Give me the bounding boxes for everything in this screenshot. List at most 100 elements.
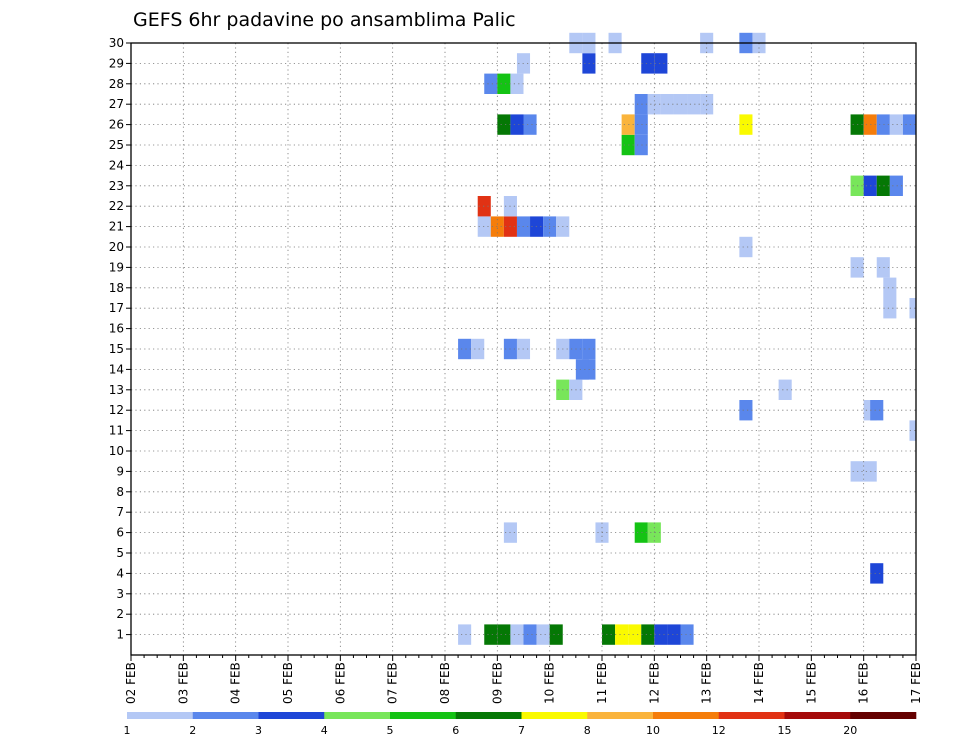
precip-cell	[883, 277, 897, 298]
precip-cell	[889, 114, 903, 135]
y-tick-label: 19	[109, 260, 124, 274]
precip-cell	[883, 298, 897, 319]
x-tick-label: 02 FEB	[124, 662, 138, 704]
x-tick-label: 10 FEB	[543, 662, 557, 704]
x-tick-label: 09 FEB	[490, 662, 504, 704]
x-axis: 02 FEB 03 FEB 04 FEB 05 FEB 06 FEB 07 FEB 08 F…	[124, 655, 923, 704]
precip-cell	[647, 522, 661, 543]
y-tick-label: 6	[116, 526, 124, 540]
y-tick-label: 25	[109, 138, 124, 152]
precip-cell	[641, 53, 655, 74]
precip-cell	[889, 175, 903, 196]
colorbar-segment	[324, 712, 391, 719]
precip-cell	[621, 114, 635, 135]
precip-cell	[667, 624, 681, 645]
y-tick-label: 20	[109, 240, 124, 254]
x-tick-label: 11 FEB	[595, 662, 609, 704]
x-tick-label: 12 FEB	[647, 662, 661, 704]
precip-cell	[673, 94, 688, 115]
precip-cell	[680, 624, 694, 645]
colorbar-segment	[850, 712, 917, 719]
x-tick-label: 17 FEB	[909, 662, 923, 704]
y-tick-label: 24	[109, 158, 124, 172]
y-tick-label: 2	[116, 607, 124, 621]
precip-cell	[477, 216, 491, 237]
precip-cell	[510, 73, 524, 94]
precip-cell	[778, 379, 792, 400]
colorbar-segment	[587, 712, 654, 719]
y-tick-label: 8	[116, 485, 124, 499]
colorbar-segment	[521, 712, 588, 719]
y-tick-label: 30	[109, 36, 124, 50]
precip-cell	[510, 624, 524, 645]
precip-cell	[739, 400, 753, 421]
precip-cell	[739, 114, 753, 135]
precip-cell	[660, 94, 674, 115]
precip-cell	[700, 94, 714, 115]
y-tick-label: 26	[109, 118, 124, 132]
y-tick-label: 15	[109, 342, 124, 356]
precip-cell	[902, 114, 916, 135]
precip-cell	[654, 624, 668, 645]
precip-cell	[739, 236, 753, 258]
y-tick-label: 10	[109, 444, 124, 458]
y-tick-label: 4	[116, 566, 124, 580]
y-tick-label: 18	[109, 281, 124, 295]
precip-cell	[510, 114, 524, 135]
precip-cell	[484, 73, 498, 94]
chart-title: GEFS 6hr padavine po ansamblima Palic	[133, 9, 516, 31]
precip-cell	[602, 624, 616, 645]
y-tick-label: 22	[109, 199, 124, 213]
y-tick-label: 29	[109, 56, 124, 70]
y-tick-label: 13	[109, 383, 124, 397]
precip-cell	[497, 624, 511, 645]
y-tick-label: 1	[116, 628, 124, 642]
colorbar-label: 5	[387, 724, 394, 737]
precip-cell	[458, 338, 472, 360]
colorbar-label: 3	[255, 724, 262, 737]
precip-cell	[497, 73, 511, 94]
colorbar-label: 1	[124, 724, 131, 737]
colorbar-label: 2	[189, 724, 196, 737]
precip-cell	[615, 624, 629, 645]
precip-cell	[621, 134, 635, 156]
precip-cell	[687, 94, 701, 115]
precip-cell	[641, 624, 655, 645]
colorbar-segment	[127, 712, 194, 719]
x-tick-label: 13 FEB	[700, 662, 714, 704]
colorbar-label: 12	[712, 724, 726, 737]
y-tick-label: 9	[116, 464, 124, 478]
y-tick-label: 21	[109, 220, 124, 234]
x-tick-label: 05 FEB	[281, 662, 295, 704]
colorbar-segment	[718, 712, 785, 719]
y-tick-label: 16	[109, 322, 124, 336]
precip-cell	[497, 114, 511, 135]
precip-cell	[909, 298, 916, 319]
colorbar-segment	[258, 712, 325, 719]
precip-cell	[870, 400, 884, 421]
precip-cell	[523, 624, 537, 645]
colorbar: 1 2 3 4 5 6 7 8 10 12 15 20	[124, 712, 917, 737]
precip-cell	[484, 624, 498, 645]
colorbar-label: 7	[518, 724, 525, 737]
precip-cell	[523, 114, 537, 135]
colorbar-segment	[390, 712, 457, 719]
y-tick-label: 23	[109, 179, 124, 193]
precip-cell	[549, 624, 563, 645]
y-tick-label: 12	[109, 403, 124, 417]
x-tick-label: 06 FEB	[333, 662, 347, 704]
precip-cell	[634, 114, 648, 135]
precip-cell	[458, 624, 472, 645]
precip-cell	[870, 563, 884, 584]
precip-cell	[471, 338, 485, 360]
x-tick-label: 04 FEB	[229, 662, 243, 704]
y-axis: 1234567891011121314151617181920212223242…	[109, 36, 131, 642]
precip-cell	[654, 53, 668, 74]
x-tick-label: 07 FEB	[386, 662, 400, 704]
colorbar-label: 4	[321, 724, 328, 737]
precip-cell	[634, 134, 648, 156]
y-tick-label: 5	[116, 546, 124, 560]
colorbar-label: 20	[843, 724, 857, 737]
colorbar-segment	[653, 712, 720, 719]
